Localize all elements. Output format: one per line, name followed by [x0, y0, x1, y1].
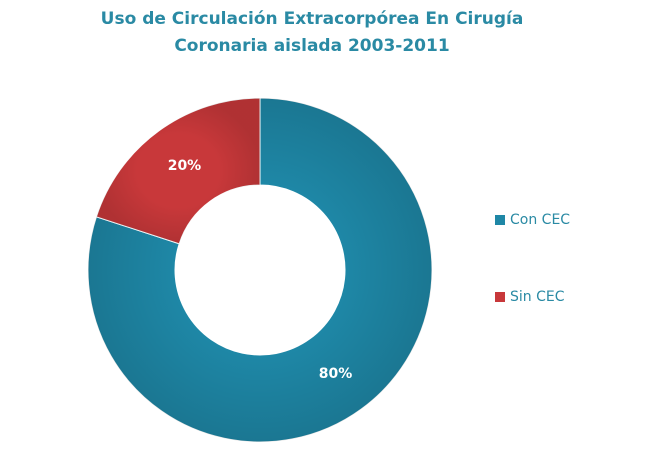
legend-label: Con CEC: [510, 212, 570, 228]
legend-label: Sin CEC: [510, 289, 565, 305]
data-label: 20%: [168, 158, 202, 174]
legend-swatch: [495, 215, 505, 225]
chart-title: Coronaria aislada 2003-2011: [174, 36, 449, 56]
chart-title: Uso de Circulación Extracorpórea En Ciru…: [101, 9, 524, 29]
data-label: 80%: [319, 366, 353, 382]
legend-swatch: [495, 292, 505, 302]
